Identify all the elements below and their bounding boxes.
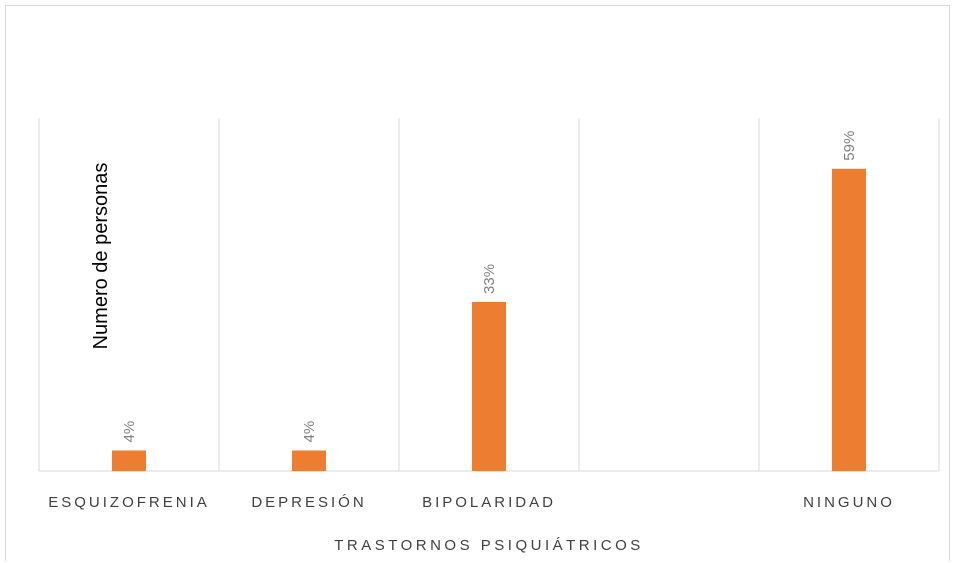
data-label: 4% (121, 421, 138, 443)
bar (472, 302, 506, 471)
data-label: 59% (841, 131, 858, 161)
y-axis-title: Numero de personas (90, 163, 112, 350)
bars (112, 169, 866, 471)
bar (292, 451, 326, 471)
data-label: 4% (301, 421, 318, 443)
x-tick-label: NINGUNO (803, 494, 895, 511)
x-axis-title: TRASTORNOS PSIQUIÁTRICOS (334, 537, 644, 554)
x-tick-label: DEPRESIÓN (251, 494, 366, 511)
data-label: 33% (481, 264, 498, 294)
x-tick-label: ESQUIZOFRENIA (48, 494, 210, 511)
bar (832, 169, 866, 471)
bar (112, 451, 146, 471)
x-tick-label: BIPOLARIDAD (422, 494, 556, 511)
x-tick-labels: ESQUIZOFRENIA DEPRESIÓN BIPOLARIDAD NINGUNO (48, 494, 895, 511)
